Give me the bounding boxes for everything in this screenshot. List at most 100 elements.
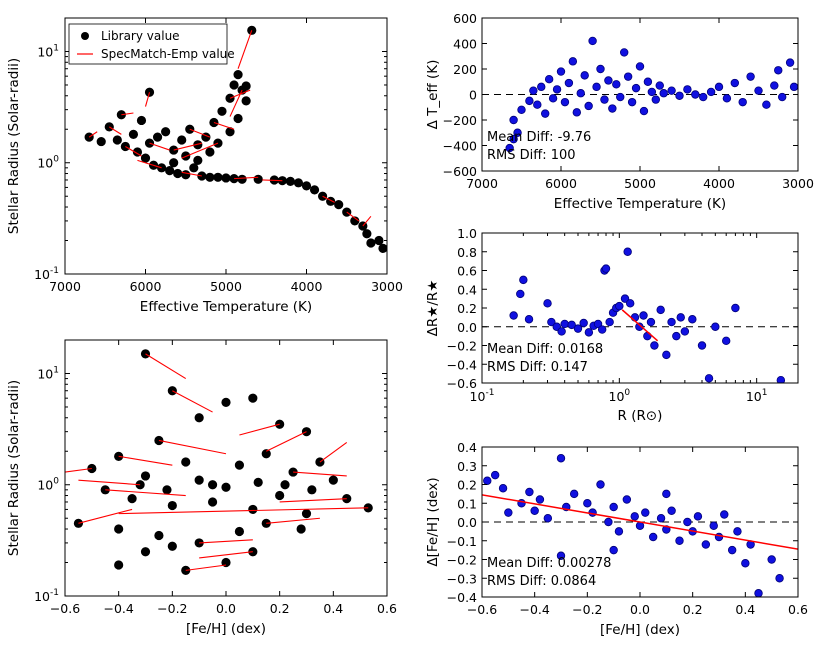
feh-diff-point [614, 527, 624, 536]
feh-diff-point [675, 536, 684, 545]
x-tick-label: 0.0 [630, 602, 650, 617]
rms-diff-label: RMS Diff: 0.0864 [487, 574, 596, 589]
teff-diff-point [706, 87, 716, 97]
teff-diff-point [643, 77, 653, 86]
teff-diff-point [620, 48, 629, 57]
radius-diff-point [605, 317, 614, 327]
specmatch-segment [78, 508, 133, 524]
teff-diff-point [505, 143, 514, 153]
teff-diff-point [588, 36, 597, 46]
library-point [127, 494, 137, 504]
specmatch-segment [145, 353, 187, 380]
teff-diff-point [517, 105, 526, 114]
library-point [328, 475, 338, 485]
legend-specmatch-label: SpecMatch-Emp value [101, 47, 235, 61]
teff-diff-point [564, 78, 574, 88]
radius-diff-point [623, 247, 632, 256]
radius-diff-point [776, 375, 786, 383]
specmatch-segment [108, 126, 122, 135]
y-tick-label: −0.4 [447, 590, 477, 605]
feh-diff-point [683, 517, 692, 527]
y-tick-label: 100 [37, 155, 59, 171]
library-point [334, 200, 344, 210]
specmatch-segment [172, 390, 213, 413]
radius-diff-point [567, 320, 576, 330]
teff-diff-point [635, 62, 645, 71]
x-tick-label: 5000 [210, 279, 242, 294]
library-point [189, 163, 199, 173]
specmatch-segment [189, 128, 211, 138]
specmatch-segment [362, 215, 372, 227]
teff-diff-point [612, 80, 621, 89]
specmatch-segment [181, 142, 219, 159]
x-tick-label: 7000 [49, 279, 81, 294]
feh-diff-point [693, 512, 703, 521]
y-tick-label: 0.3 [457, 459, 477, 474]
teff-diff-point [762, 100, 771, 109]
teff-diff-point [667, 86, 676, 95]
teff-diff-point [754, 86, 763, 95]
library-point [221, 173, 231, 183]
feh-diff-point [709, 521, 718, 530]
legend: Library value SpecMatch-Emp value [68, 23, 235, 65]
radius-diff-point [579, 318, 588, 328]
feh-diff-point [701, 540, 711, 549]
library-point [301, 181, 312, 191]
y-tick-label: 0.2 [457, 301, 477, 316]
radius-diff-point [662, 350, 671, 360]
teff-diff-point [616, 92, 625, 102]
teff-diff-point [552, 85, 562, 94]
feh-diff-point [535, 495, 545, 504]
library-point [140, 547, 151, 557]
feh-diff-point [604, 517, 613, 527]
teff-diff-point [623, 72, 633, 81]
specmatch-segment [125, 146, 142, 157]
y-tick-label: −0.1 [447, 534, 477, 549]
radius-diff-point [676, 313, 685, 322]
library-point [136, 115, 147, 126]
y-tick-label: −0.2 [447, 553, 477, 568]
library-point [140, 349, 151, 359]
library-point [140, 153, 151, 163]
plot-area-dfeh [482, 454, 798, 597]
library-point [378, 243, 387, 253]
x-tick-label: −0.4 [519, 602, 549, 617]
library-point [96, 136, 106, 147]
library-point [233, 113, 243, 124]
x-tick-label: 0.2 [683, 602, 703, 617]
teff-diff-point [541, 109, 550, 118]
teff-diff-point [608, 104, 617, 113]
x-tick-label: 4000 [703, 176, 735, 191]
y-tick-label: −0.4 [447, 357, 477, 372]
feh-diff-point [569, 489, 579, 499]
specmatch-segment [137, 159, 162, 169]
teff-diff-point [683, 85, 692, 94]
plot-area-radius_vs_teff [84, 25, 387, 253]
x-axis-label: Effective Temperature (K) [140, 299, 312, 315]
radius-diff-point [557, 327, 566, 336]
feh-diff-point [609, 502, 618, 512]
specmatch-segment [121, 112, 134, 116]
specmatch-segment [149, 142, 170, 151]
chart-radius_vs_feh: −0.6 −0.4 −0.2 0.0 0.2 0.4 0.6 10-1 100 101 [Fe/H]… [6, 339, 397, 637]
specmatch-segment [118, 455, 173, 466]
y-axis-label: Stellar Radius (Solar-radii) [6, 380, 22, 556]
teff-diff-point [544, 74, 554, 84]
teff-diff-point [655, 81, 664, 90]
library-point [128, 129, 139, 139]
library-point [301, 509, 312, 519]
y-tick-label: 1.0 [457, 226, 477, 241]
library-point [241, 96, 251, 106]
specmatch-segment [158, 439, 227, 455]
radius-diff-point [573, 324, 583, 333]
feh-diff-point [525, 487, 534, 497]
library-point [114, 560, 124, 570]
specmatch-segment [293, 471, 347, 477]
y-tick-label: 200 [453, 62, 477, 77]
x-tick-label: 3000 [371, 279, 403, 294]
y-tick-label: −0.6 [447, 376, 477, 391]
radius-diff-point [516, 289, 525, 299]
specmatch-segment [213, 121, 235, 130]
feh-fit-line [482, 494, 798, 550]
library-point [181, 457, 191, 467]
